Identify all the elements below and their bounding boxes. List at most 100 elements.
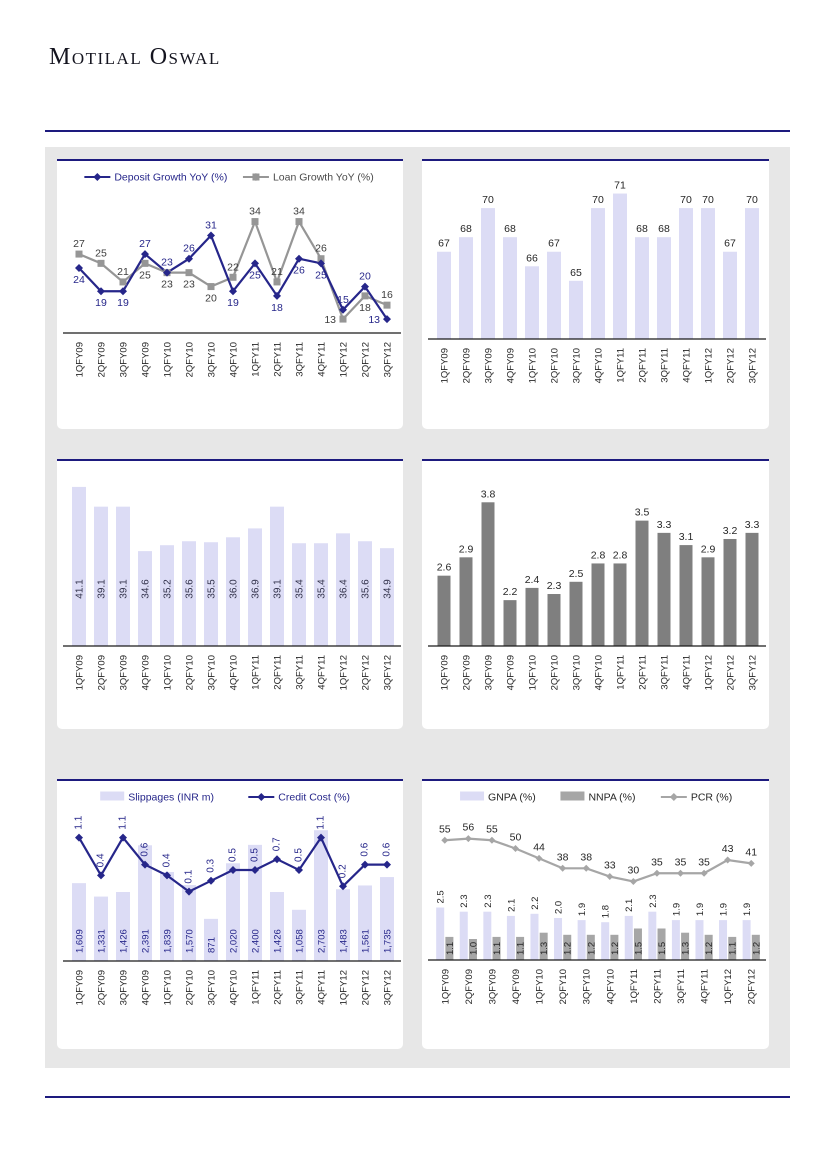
svg-text:56: 56 — [463, 822, 475, 834]
svg-text:1QFY11: 1QFY11 — [251, 655, 262, 690]
svg-text:18: 18 — [271, 302, 283, 314]
svg-text:36.4: 36.4 — [339, 579, 350, 599]
svg-text:2QFY11: 2QFY11 — [273, 655, 284, 690]
svg-text:4QFY11: 4QFY11 — [682, 655, 693, 690]
svg-text:1QFY11: 1QFY11 — [251, 970, 262, 1005]
svg-text:2.2: 2.2 — [503, 586, 518, 598]
svg-text:19: 19 — [227, 297, 239, 309]
svg-text:4QFY11: 4QFY11 — [317, 970, 328, 1005]
svg-text:2QFY10: 2QFY10 — [185, 655, 196, 690]
svg-text:2QFY12: 2QFY12 — [726, 348, 737, 383]
svg-text:4QFY09: 4QFY09 — [506, 655, 517, 690]
svg-text:2.5: 2.5 — [569, 568, 584, 580]
svg-text:2QFY09: 2QFY09 — [97, 655, 108, 690]
svg-text:0.6: 0.6 — [382, 842, 393, 856]
svg-text:1QFY09: 1QFY09 — [75, 342, 86, 377]
svg-text:0.5: 0.5 — [250, 848, 261, 862]
svg-text:1,561: 1,561 — [361, 929, 372, 953]
svg-text:0.2: 0.2 — [338, 864, 349, 878]
svg-text:4QFY09: 4QFY09 — [511, 969, 522, 1004]
svg-text:1QFY12: 1QFY12 — [339, 655, 350, 690]
svg-text:13: 13 — [324, 314, 336, 326]
svg-text:3QFY10: 3QFY10 — [207, 970, 218, 1005]
svg-text:3QFY10: 3QFY10 — [582, 969, 593, 1004]
svg-text:31: 31 — [205, 220, 217, 232]
svg-text:38: 38 — [580, 851, 592, 863]
svg-text:34.9: 34.9 — [383, 579, 394, 599]
quarterly-bar-chart-mid-left: 41.1 39.1 39.1 34.6 35.2 35.6 35.5 36.0 36.9 39.1… — [63, 486, 401, 690]
svg-text:2.9: 2.9 — [701, 543, 716, 555]
svg-text:1QFY12: 1QFY12 — [339, 342, 350, 377]
svg-text:3QFY12: 3QFY12 — [383, 655, 394, 690]
svg-text:24: 24 — [73, 274, 85, 286]
svg-text:0.4: 0.4 — [162, 853, 173, 867]
svg-text:2.2: 2.2 — [530, 897, 541, 910]
svg-text:2QFY12: 2QFY12 — [361, 655, 372, 690]
svg-text:1QFY09: 1QFY09 — [440, 348, 451, 383]
svg-text:3QFY09: 3QFY09 — [119, 655, 130, 690]
svg-text:2.5: 2.5 — [436, 890, 447, 903]
svg-text:3QFY11: 3QFY11 — [295, 342, 306, 377]
svg-text:2,020: 2,020 — [229, 929, 240, 953]
svg-text:1QFY11: 1QFY11 — [629, 969, 640, 1004]
svg-text:0.6: 0.6 — [360, 842, 371, 856]
svg-text:Credit Cost (%): Credit Cost (%) — [278, 792, 350, 804]
svg-text:4QFY11: 4QFY11 — [700, 969, 711, 1004]
svg-text:1.5: 1.5 — [657, 942, 668, 955]
svg-text:67: 67 — [724, 238, 736, 250]
svg-text:1.2: 1.2 — [751, 942, 762, 955]
svg-text:1QFY12: 1QFY12 — [723, 969, 734, 1004]
svg-text:3QFY12: 3QFY12 — [748, 348, 759, 383]
svg-text:2QFY12: 2QFY12 — [747, 969, 758, 1004]
svg-text:2QFY10: 2QFY10 — [558, 969, 569, 1004]
svg-text:1.5: 1.5 — [633, 942, 644, 955]
svg-text:4QFY11: 4QFY11 — [317, 342, 328, 377]
svg-text:3QFY11: 3QFY11 — [295, 970, 306, 1005]
svg-text:3.1: 3.1 — [679, 531, 694, 543]
svg-text:4QFY10: 4QFY10 — [229, 970, 240, 1005]
svg-text:50: 50 — [510, 832, 522, 844]
svg-text:35.4: 35.4 — [295, 579, 306, 599]
svg-text:1.3: 1.3 — [539, 942, 550, 955]
svg-text:35.4: 35.4 — [317, 579, 328, 599]
svg-text:23: 23 — [161, 257, 173, 269]
svg-text:15: 15 — [337, 294, 349, 306]
svg-text:2.9: 2.9 — [459, 543, 474, 555]
svg-text:34.6: 34.6 — [141, 579, 152, 599]
svg-text:2.0: 2.0 — [554, 901, 565, 914]
slippages-credit-cost-chart: 1,609 1,331 1,426 2,391 1,839 1,570 871 2,020 2,… — [63, 791, 401, 1005]
svg-text:36.0: 36.0 — [229, 579, 240, 599]
svg-text:0.6: 0.6 — [140, 842, 151, 856]
svg-text:1QFY11: 1QFY11 — [616, 348, 627, 383]
svg-text:1QFY10: 1QFY10 — [163, 342, 174, 377]
svg-text:26: 26 — [293, 265, 305, 277]
svg-text:3.5: 3.5 — [635, 507, 650, 519]
svg-text:1.1: 1.1 — [445, 942, 456, 955]
svg-text:2.4: 2.4 — [525, 574, 540, 586]
svg-text:Slippages (INR m): Slippages (INR m) — [128, 792, 214, 804]
svg-text:34: 34 — [293, 206, 305, 218]
svg-text:19: 19 — [95, 297, 107, 309]
chart-panel-bar-mid-right: 2.6 2.9 3.8 2.2 2.4 2.3 2.5 2.8 2.8 3.5 3.3 3.1 2.9 3… — [422, 459, 769, 729]
svg-text:1.1: 1.1 — [316, 815, 327, 829]
svg-text:1.2: 1.2 — [563, 942, 574, 955]
svg-text:2.3: 2.3 — [483, 894, 494, 907]
svg-text:20: 20 — [359, 271, 371, 283]
svg-text:3QFY11: 3QFY11 — [295, 655, 306, 690]
svg-text:1QFY09: 1QFY09 — [440, 655, 451, 690]
svg-text:16: 16 — [381, 289, 393, 301]
svg-text:35.6: 35.6 — [185, 579, 196, 599]
gnpa-nnpa-pcr-chart: 2.5 1.1 2.3 1.0 2.3 1.1 2.1 1.1 2.2 1.3 2.0 1.2 1.9 1… — [428, 791, 766, 1004]
svg-text:1.9: 1.9 — [577, 903, 588, 916]
svg-text:2.3: 2.3 — [459, 894, 470, 907]
svg-text:1,331: 1,331 — [97, 929, 108, 953]
svg-text:68: 68 — [636, 223, 648, 235]
svg-text:4QFY10: 4QFY10 — [594, 348, 605, 383]
svg-text:68: 68 — [504, 223, 516, 235]
svg-text:1QFY10: 1QFY10 — [528, 655, 539, 690]
svg-text:871: 871 — [207, 937, 218, 953]
svg-text:1.9: 1.9 — [671, 903, 682, 916]
svg-text:1.8: 1.8 — [601, 905, 612, 918]
svg-text:1QFY10: 1QFY10 — [163, 970, 174, 1005]
svg-text:GNPA (%): GNPA (%) — [488, 792, 536, 804]
